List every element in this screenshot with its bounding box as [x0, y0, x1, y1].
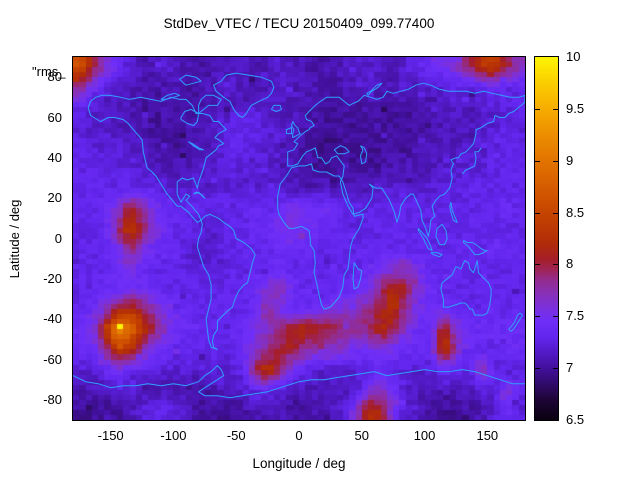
coastline-path — [461, 147, 482, 175]
y-tick-label: -60 — [43, 351, 62, 367]
colorbar-tick-mark — [535, 161, 540, 162]
coastline-path — [180, 108, 200, 127]
colorbar-tick-label: 10 — [566, 49, 581, 64]
colorbar-tick-mark — [553, 109, 558, 110]
coastline-path — [213, 72, 275, 118]
colorbar-tick-label: 9 — [566, 152, 574, 168]
colorbar-tick-label: 6.5 — [566, 412, 585, 427]
colorbar-gradient — [534, 56, 559, 421]
colorbar-tick-mark — [553, 368, 558, 369]
coastline-path — [73, 365, 525, 399]
y-tick-label: -40 — [43, 311, 62, 327]
colorbar-tick-label: 9.5 — [566, 100, 585, 116]
colorbar-tick-mark — [535, 368, 540, 369]
coastline-path — [193, 191, 206, 199]
colorbar-tick-mark — [535, 213, 540, 214]
coastline-path — [287, 82, 525, 237]
colorbar-tick-mark — [553, 161, 558, 162]
colorbar-tick-mark — [535, 316, 540, 317]
coastline-path — [417, 228, 433, 252]
colorbar-tick-label: 7 — [566, 360, 574, 376]
x-axis-label: Longitude / deg — [252, 456, 346, 471]
coastlines-overlay — [73, 72, 525, 399]
coastline-path — [440, 260, 492, 316]
coastline-path — [160, 92, 181, 100]
coastline-path — [291, 121, 301, 139]
y-tick-label: 0 — [54, 230, 62, 246]
y-tick-label: 60 — [47, 109, 62, 125]
x-tick-label: -50 — [226, 428, 246, 443]
coastline-path — [285, 127, 292, 135]
x-tick-label: 50 — [354, 428, 369, 443]
colorbar-tick-label: 8 — [566, 256, 574, 272]
x-tick-label: 150 — [476, 428, 499, 443]
colorbar-tick-mark — [553, 264, 558, 265]
coastline-path — [277, 163, 364, 310]
coastline-path — [352, 262, 363, 290]
chart-title: StdDev_VTEC / TECU 20150409_099.77400 — [163, 16, 435, 31]
coastline-path — [87, 94, 227, 223]
x-tick-label: 100 — [413, 428, 436, 443]
coastline-path — [188, 141, 205, 151]
coastline-path — [179, 74, 202, 86]
coastline-path — [198, 94, 222, 114]
coastline-path — [270, 104, 282, 112]
coastline-path — [333, 145, 350, 155]
y-tick-label: -80 — [43, 391, 62, 407]
x-tick-label: 0 — [295, 428, 303, 443]
coastline-path — [435, 223, 448, 246]
colorbar-tick-mark — [535, 109, 540, 110]
colorbar-tick-label: 7.5 — [566, 308, 585, 324]
y-tick-label: 40 — [47, 149, 62, 165]
colorbar-tick-mark — [553, 316, 558, 317]
x-tick-label: -150 — [97, 428, 124, 443]
y-tick-label: -20 — [43, 270, 62, 286]
coastline-path — [196, 213, 256, 350]
heatmap-canvas — [73, 57, 525, 420]
stray-rms-label: "rms_ — [32, 64, 66, 79]
colorbar-tick-mark — [553, 213, 558, 214]
map-plot-area — [72, 56, 526, 421]
coastline-path — [508, 312, 523, 332]
coastline-path — [430, 252, 443, 258]
colorbar-tick-mark — [535, 264, 540, 265]
coastline-path — [449, 202, 458, 223]
coastline-path — [360, 145, 368, 165]
x-tick-label: -100 — [160, 428, 187, 443]
coastline-path — [463, 240, 488, 256]
y-tick-label: 20 — [47, 190, 62, 206]
y-tick-label: 80 — [47, 69, 62, 85]
coastline-path — [366, 82, 383, 96]
colorbar-tick-label: 8.5 — [566, 204, 585, 220]
